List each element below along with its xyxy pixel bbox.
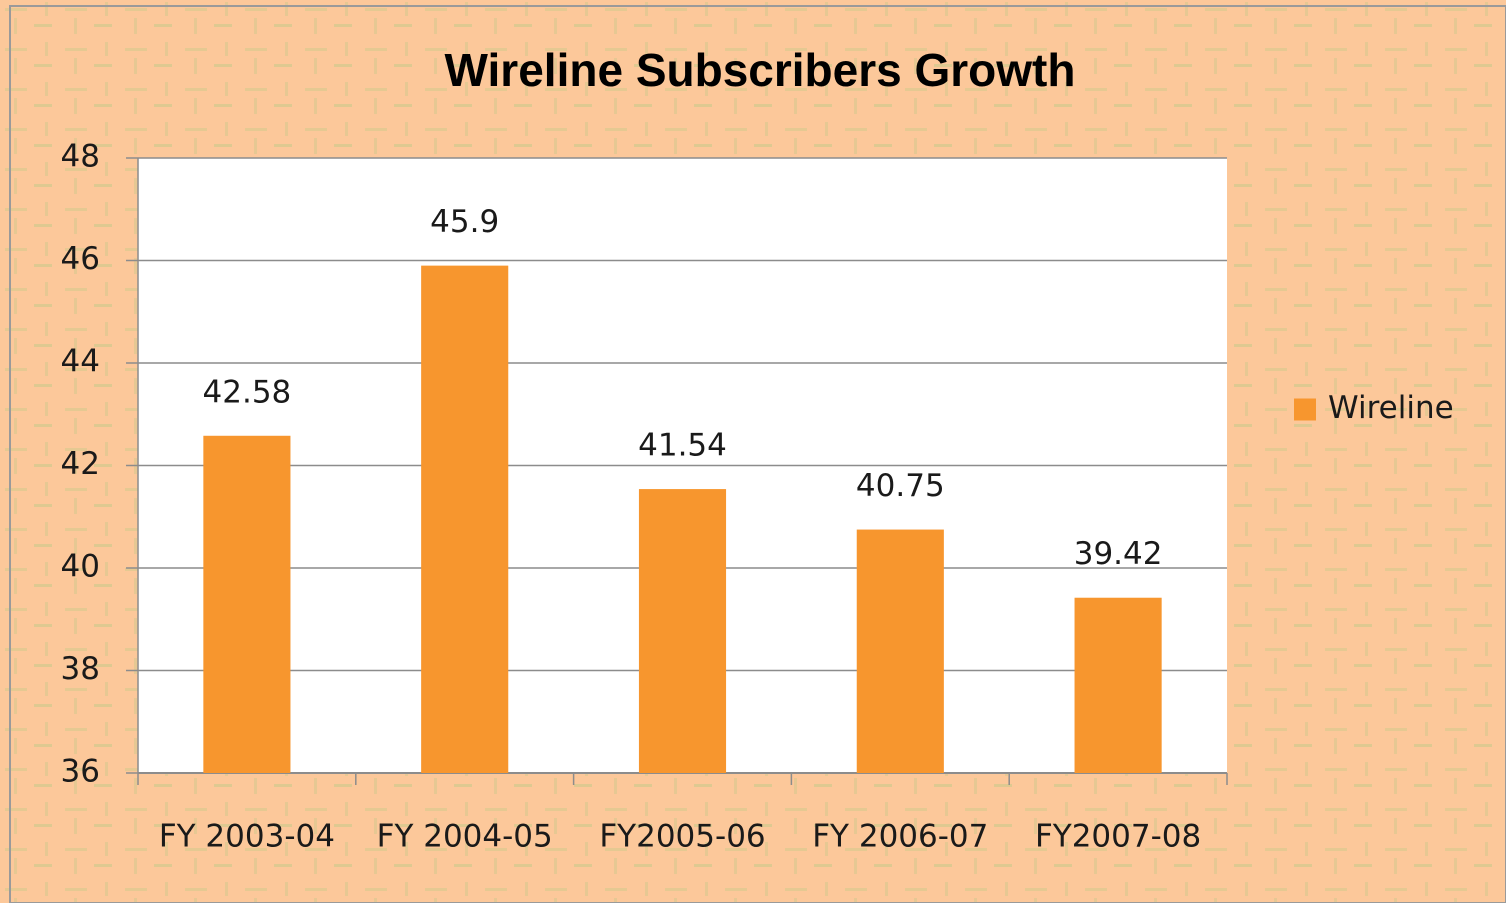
x-tick-label: FY 2004-05 [377,819,553,855]
legend-swatch [1294,398,1316,421]
chart-border [9,5,1506,903]
data-label: 39.42 [1074,536,1163,572]
x-tick-label: FY2005-06 [599,819,765,855]
bar [203,435,291,773]
x-tick-label: FY2007-08 [1035,819,1201,855]
data-label: 40.75 [856,468,945,504]
data-label: 45.9 [430,204,499,240]
bar [421,265,509,773]
y-tick-label: 48 [61,139,100,175]
bar [1074,597,1162,773]
y-tick-label: 42 [61,446,100,482]
y-tick-label: 46 [61,241,100,277]
chart-title: Wireline Subscribers Growth [445,44,1076,96]
y-tick-label: 38 [61,651,100,687]
legend-label: Wireline [1328,390,1454,426]
y-tick-label: 40 [61,549,100,585]
y-tick-label: 36 [61,754,100,790]
x-tick-label: FY 2006-07 [812,819,988,855]
bar [638,489,727,773]
data-label: 42.58 [203,374,292,410]
data-label: 41.54 [638,428,727,464]
x-tick-label: FY 2003-04 [159,819,335,855]
bar [856,529,944,773]
y-tick-label: 44 [61,344,100,380]
